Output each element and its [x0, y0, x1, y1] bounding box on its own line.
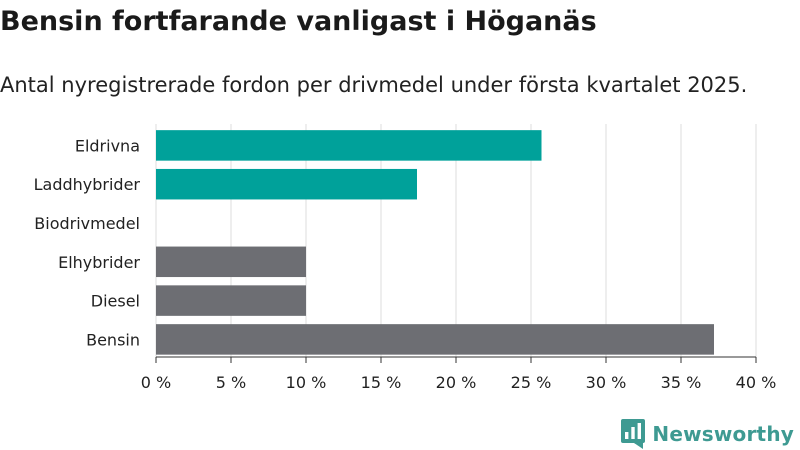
x-tick-label: 5 % [216, 373, 246, 392]
gridlines [155, 124, 757, 357]
x-tick-label: 0 % [141, 373, 171, 392]
x-tick-label: 35 % [661, 373, 702, 392]
chart-subtitle: Antal nyregistrerade fordon per drivmede… [0, 73, 748, 97]
chart-title: Bensin fortfarande vanligast i Höganäs [0, 6, 597, 37]
category-label: Elhybrider [58, 253, 140, 272]
x-tick-label: 20 % [436, 373, 477, 392]
category-labels: Eldrivna Laddhybrider Biodrivmedel Elhybrid… [34, 136, 141, 349]
category-label: Diesel [91, 292, 140, 311]
bar-chart-speech-bubble-icon [621, 419, 646, 449]
bar [156, 285, 306, 316]
x-tick-label: 10 % [286, 373, 327, 392]
x-tick-label: 15 % [361, 373, 402, 392]
category-label: Biodrivmedel [34, 214, 140, 233]
x-tick-label: 40 % [736, 373, 777, 392]
brand-name: Newsworthy [652, 422, 794, 446]
category-label: Eldrivna [75, 136, 140, 155]
category-label: Laddhybrider [34, 175, 141, 194]
brand-logo-block: Newsworthy [621, 419, 794, 449]
x-axis: 0 % 5 % 10 % 15 % 20 % 25 % 30 % 35 % 40 % [141, 356, 777, 392]
bar [156, 246, 306, 278]
category-label: Bensin [86, 330, 140, 349]
x-tick-label: 25 % [511, 373, 552, 392]
bar [156, 324, 714, 355]
bars [156, 130, 714, 355]
bar [156, 130, 542, 161]
bar [156, 168, 417, 200]
x-tick-label: 30 % [586, 373, 627, 392]
